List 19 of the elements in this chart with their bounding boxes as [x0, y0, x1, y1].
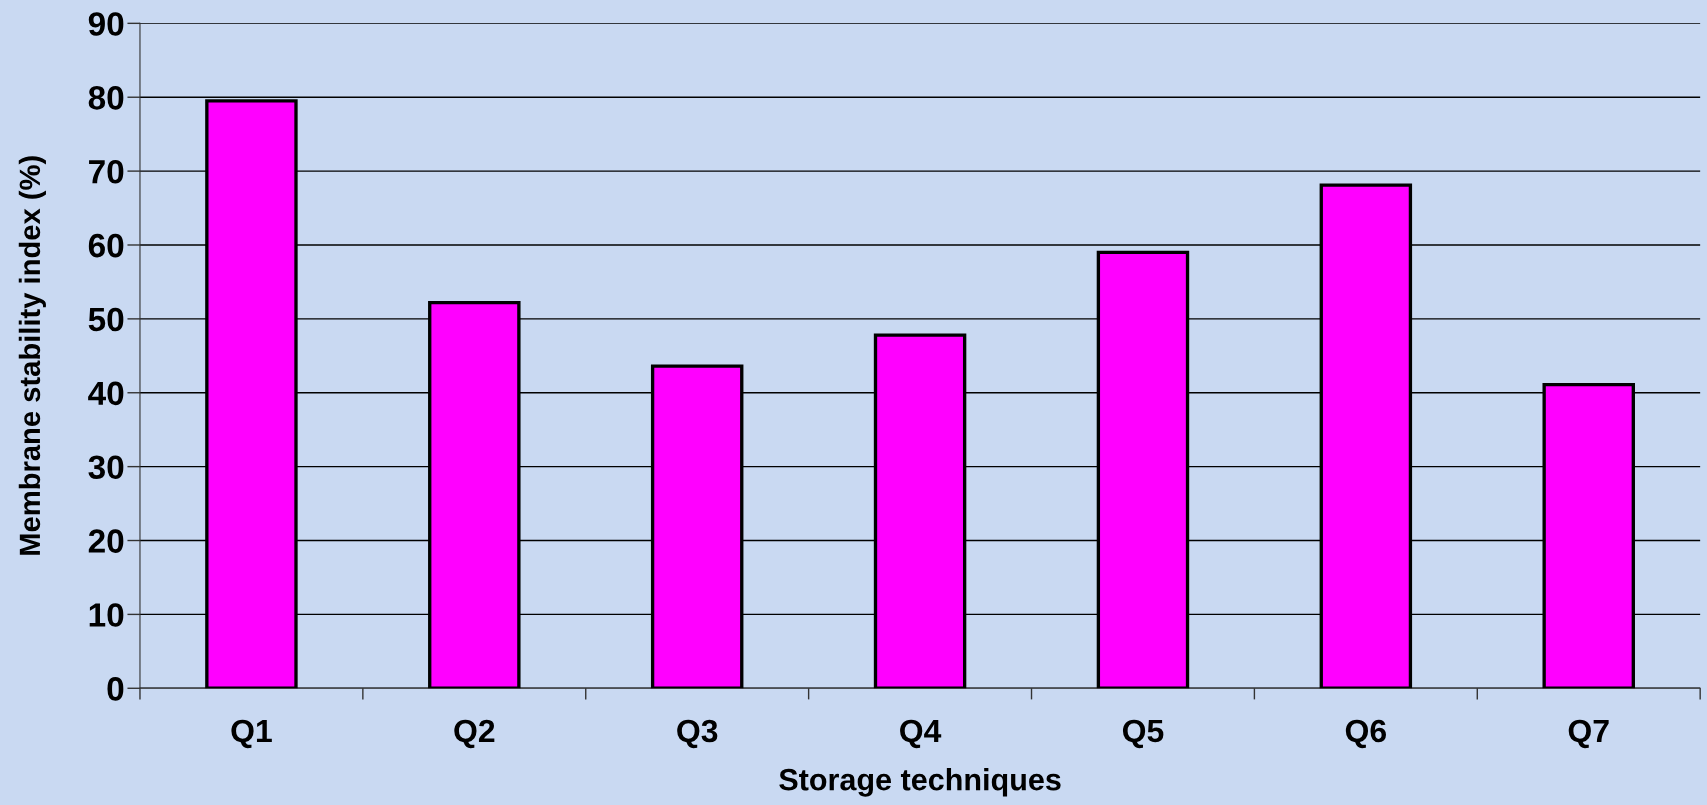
x-tick-label: Q6	[1345, 719, 1386, 749]
y-tick-label: 80	[88, 86, 124, 110]
x-tick-label: Q3	[677, 719, 718, 749]
y-axis-title: Membrane stability index (%)	[18, 156, 46, 555]
y-tick-label: 30	[88, 455, 124, 480]
y-tick-label: 20	[88, 529, 124, 553]
y-tick-label: 40	[88, 381, 124, 406]
x-tick-label: Q1	[231, 719, 272, 749]
y-tick-label: 60	[88, 233, 124, 258]
x-tick-label: Q5	[1122, 719, 1164, 749]
y-tick-label: 70	[89, 159, 124, 184]
x-tick-label: Q2	[454, 719, 495, 749]
x-tick-label: Q4	[900, 719, 942, 749]
x-tick-label: Q7	[1568, 719, 1609, 749]
y-tick-label: 50	[88, 307, 124, 332]
x-axis-title: Storage techniques	[779, 768, 1061, 797]
y-tick-label: 90	[88, 12, 124, 36]
y-tick-label: 0	[107, 677, 124, 701]
y-tick-label: 10	[89, 603, 124, 627]
